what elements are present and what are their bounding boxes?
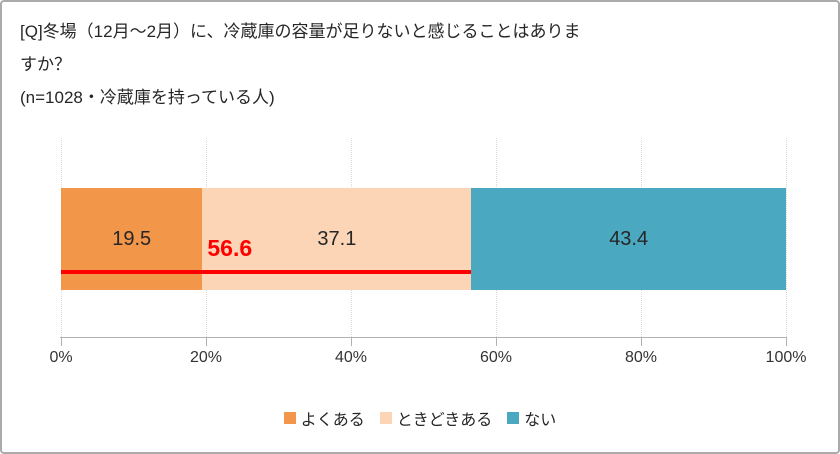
legend-item-2: ない <box>507 406 556 430</box>
legend-label-1: ときどきある <box>396 412 493 429</box>
legend: よくある ときどきある ない <box>2 403 838 433</box>
chart-title-line-2: すか？ <box>20 55 71 74</box>
x-axis-tick-label-40: 40% <box>334 349 368 366</box>
segment-value-label-2: 43.4 <box>609 227 649 250</box>
gridline-100 <box>786 138 787 337</box>
x-axis-tick-40 <box>351 337 352 346</box>
chart-title-line-1: [Q]冬場（12月～2月）に、冷蔵庫の容量が足りないと感じることはありま <box>20 22 581 41</box>
x-axis-tick-100 <box>786 337 787 346</box>
plot-area: 19.5 37.1 43.4 56.6 0% 20% 40% 60% 80% 100% <box>49 138 806 366</box>
sample-size-note: (n=1028・冷蔵庫を持っている人) <box>20 88 275 107</box>
stacked-bar: 19.5 37.1 43.4 <box>61 188 786 290</box>
segment-value-label-1: 37.1 <box>317 227 357 250</box>
legend-swatch-1 <box>379 412 392 424</box>
legend-item-1: ときどきある <box>379 406 493 430</box>
x-axis-tick-20 <box>206 337 207 346</box>
combined-value-label: 56.6 <box>207 235 253 261</box>
x-axis-tick-60 <box>496 337 497 346</box>
legend-label-2: ない <box>524 412 557 429</box>
x-axis-tick-label-20: 20% <box>189 349 223 366</box>
segment-value-label-0: 19.5 <box>112 227 152 250</box>
x-axis-tick-0 <box>61 337 62 346</box>
bar-segment-2: 43.4 <box>471 188 786 290</box>
legend-swatch-2 <box>507 412 520 424</box>
x-axis-tick-80 <box>641 337 642 346</box>
x-axis-tick-label-0: 0% <box>49 349 73 366</box>
combined-value-underline <box>61 270 472 274</box>
chart-title: [Q]冬場（12月～2月）に、冷蔵庫の容量が足りないと感じることはありま すか？… <box>20 15 818 114</box>
legend-label-0: よくある <box>300 412 365 429</box>
x-axis-tick-label-60: 60% <box>479 349 513 366</box>
legend-item-0: よくある <box>283 406 365 430</box>
legend-swatch-0 <box>283 412 296 424</box>
x-axis-tick-label-80: 80% <box>624 349 658 366</box>
x-axis-tick-label-100: 100% <box>765 349 807 366</box>
x-axis-line <box>60 337 787 338</box>
bar-segment-0: 19.5 <box>61 188 203 290</box>
